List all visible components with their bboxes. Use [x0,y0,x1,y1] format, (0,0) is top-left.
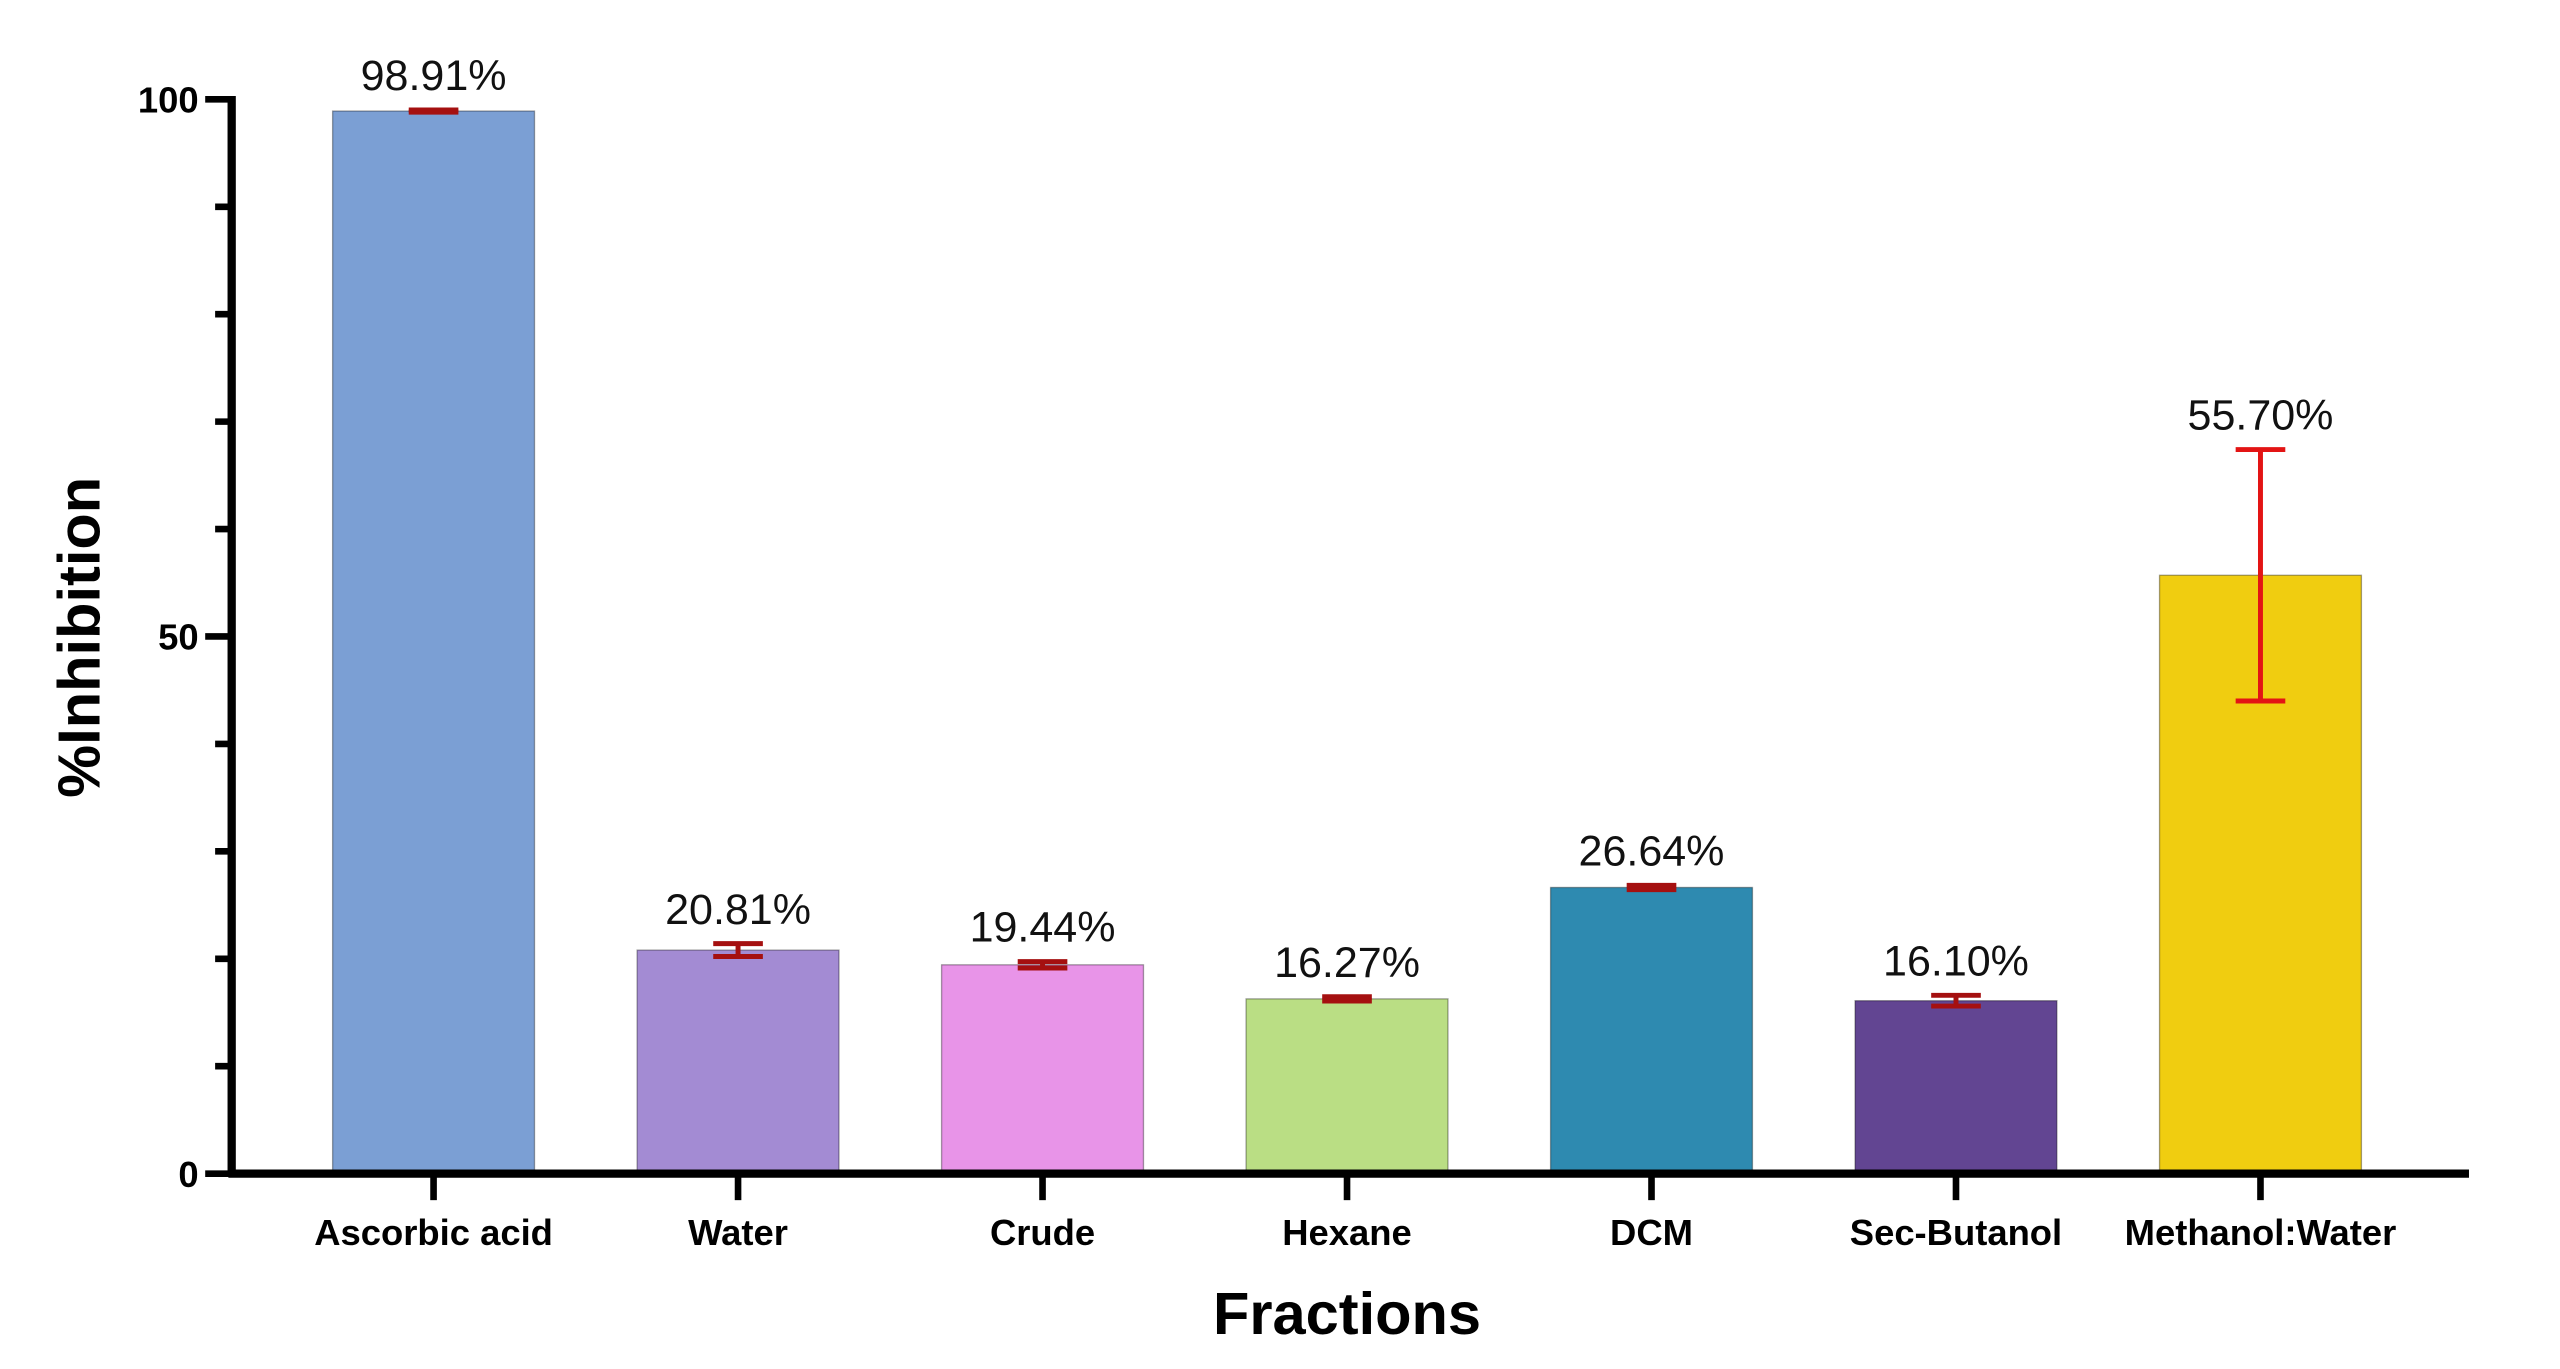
y-axis-title: %Inhibition [45,477,112,798]
x-tick-label-2: Crude [990,1212,1095,1253]
bar-5 [1854,1000,2058,1175]
y-tick-label-0: 0 [178,1154,198,1195]
x-axis-title: Fractions [1213,1280,1481,1347]
data-label-2: 19.44% [970,904,1116,952]
bar-4 [1549,886,1754,1175]
error-bar-1 [713,941,763,960]
error-bar-4 [1626,882,1677,893]
x-tick-label-1: Water [688,1212,788,1253]
data-label-5: 16.10% [1883,937,2029,985]
error-bar-2 [1017,959,1068,971]
bar-2 [940,964,1145,1175]
bars-layer: 98.91% 20.81% 19.44% 16.27% 26.64% 16.10% 55.7… [331,52,2363,1175]
data-label-0: 98.91% [361,52,507,100]
error-bar-3 [1322,994,1372,1004]
bar-0 [331,110,536,1175]
bar-1 [636,949,840,1175]
x-tick-label-4: DCM [1610,1212,1693,1253]
x-tick-label-5: Sec-Butanol [1850,1212,2062,1253]
data-label-1: 20.81% [665,886,811,934]
x-tick-label-0: Ascorbic acid [314,1212,553,1253]
data-label-6: 55.70% [2188,392,2334,440]
y-tick-label-2: 100 [138,80,199,121]
axes-layer: Ascorbic acid Water Crude Hexane DCM Sec-Buta… [138,80,2469,1253]
x-tick-label-6: Methanol:Water [2125,1212,2397,1253]
error-bar-5 [1931,992,1981,1009]
data-label-3: 16.27% [1274,939,1420,987]
x-tick-label-3: Hexane [1282,1212,1412,1253]
data-label-4: 26.64% [1579,827,1725,875]
error-bar-6 [2235,447,2286,704]
bar-3 [1245,998,1449,1175]
y-tick-label-1: 50 [158,617,198,658]
error-bar-0 [408,107,459,115]
